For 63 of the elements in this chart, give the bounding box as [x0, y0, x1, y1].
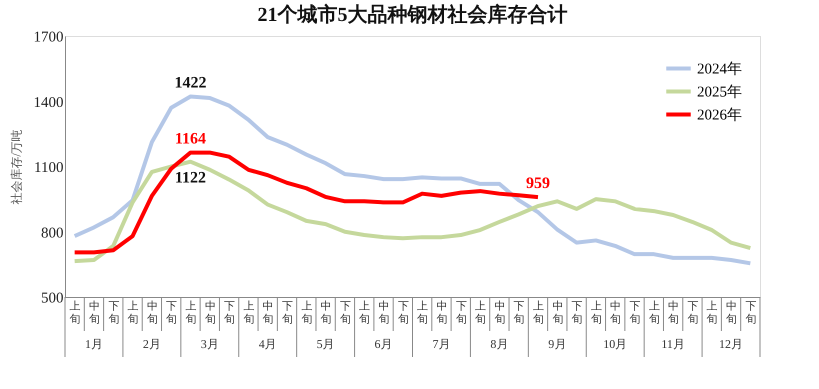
x-tick-label: 中旬 — [494, 300, 506, 326]
x-tick-label: 下旬 — [398, 300, 409, 326]
x-tick-label: 上旬 — [128, 300, 139, 326]
text: 6月 — [374, 337, 393, 351]
x-tick-label: 下旬 — [456, 300, 467, 326]
text: 9月 — [548, 337, 566, 351]
legend-label: 2025年 — [697, 84, 742, 100]
x-tick-label: 下旬 — [166, 300, 178, 326]
x-tick-label: 中旬 — [146, 300, 158, 326]
text: 5月 — [316, 337, 335, 351]
x-tick-label: 中旬 — [668, 300, 680, 326]
x-tick-label: 中旬 — [726, 300, 738, 326]
x-tick-label: 上旬 — [475, 300, 486, 326]
x-tick-label: 中旬 — [552, 300, 564, 326]
x-tick-label: 下旬 — [572, 300, 583, 326]
legend-label: 2026年 — [697, 106, 742, 124]
x-tick-label: 上旬 — [243, 300, 254, 326]
x-tick-label: 中旬 — [378, 300, 390, 326]
x-tick-label: 下旬 — [630, 300, 641, 326]
x-tick-label: 中旬 — [610, 300, 622, 326]
x-tick-label: 上旬 — [417, 300, 428, 326]
x-tick-label: 下旬 — [745, 300, 756, 326]
y-tick-label: 1400 — [34, 94, 64, 111]
x-tick-label: 下旬 — [340, 300, 351, 326]
chart-title: 21个城市5大品种钢材社会库存合计 — [258, 3, 568, 26]
text: 12月 — [719, 337, 744, 351]
x-tick-label: 中旬 — [88, 300, 100, 326]
x-tick-label: 下旬 — [108, 300, 120, 326]
x-tick-label: 上旬 — [706, 300, 718, 326]
text: 2月 — [142, 337, 161, 351]
text: 3月 — [200, 337, 219, 351]
legend-label: 2024年 — [697, 60, 742, 78]
x-tick-label: 中旬 — [262, 300, 274, 326]
text: 4月 — [258, 337, 277, 351]
data-label: 1122 — [174, 170, 206, 187]
x-tick-label: 上旬 — [70, 300, 81, 326]
x-tick-label: 下旬 — [282, 300, 294, 326]
data-label: 1422 — [174, 74, 206, 92]
x-tick-label: 中旬 — [320, 300, 332, 326]
x-tick-label: 上旬 — [359, 300, 370, 326]
y-tick-label: 800 — [41, 225, 64, 242]
text: 10月 — [603, 337, 628, 351]
x-tick-label: 下旬 — [224, 300, 236, 326]
x-tick-label: 下旬 — [687, 300, 698, 326]
x-tick-label: 中旬 — [436, 300, 448, 326]
x-tick-label: 上旬 — [301, 300, 312, 326]
x-tick-label: 上旬 — [590, 300, 602, 326]
x-tick-label: 上旬 — [185, 300, 196, 326]
data-label: 959 — [526, 175, 550, 192]
y-tick-label: 1700 — [34, 30, 64, 46]
y-axis-title: 社会库存/万吨 — [10, 129, 24, 205]
text: 7月 — [432, 337, 450, 351]
text: 8月 — [490, 337, 508, 351]
y-tick-label: 500 — [41, 290, 64, 306]
y-tick-label: 1100 — [34, 160, 64, 176]
line-series — [72, 160, 752, 264]
x-tick-label: 上旬 — [532, 300, 544, 326]
text: 11月 — [661, 337, 685, 351]
text: 1月 — [84, 337, 103, 351]
x-tick-label: 上旬 — [648, 300, 660, 326]
x-tick-label: 下旬 — [514, 300, 525, 326]
x-tick-label: 中旬 — [204, 300, 216, 326]
data-label: 1164 — [174, 130, 206, 148]
